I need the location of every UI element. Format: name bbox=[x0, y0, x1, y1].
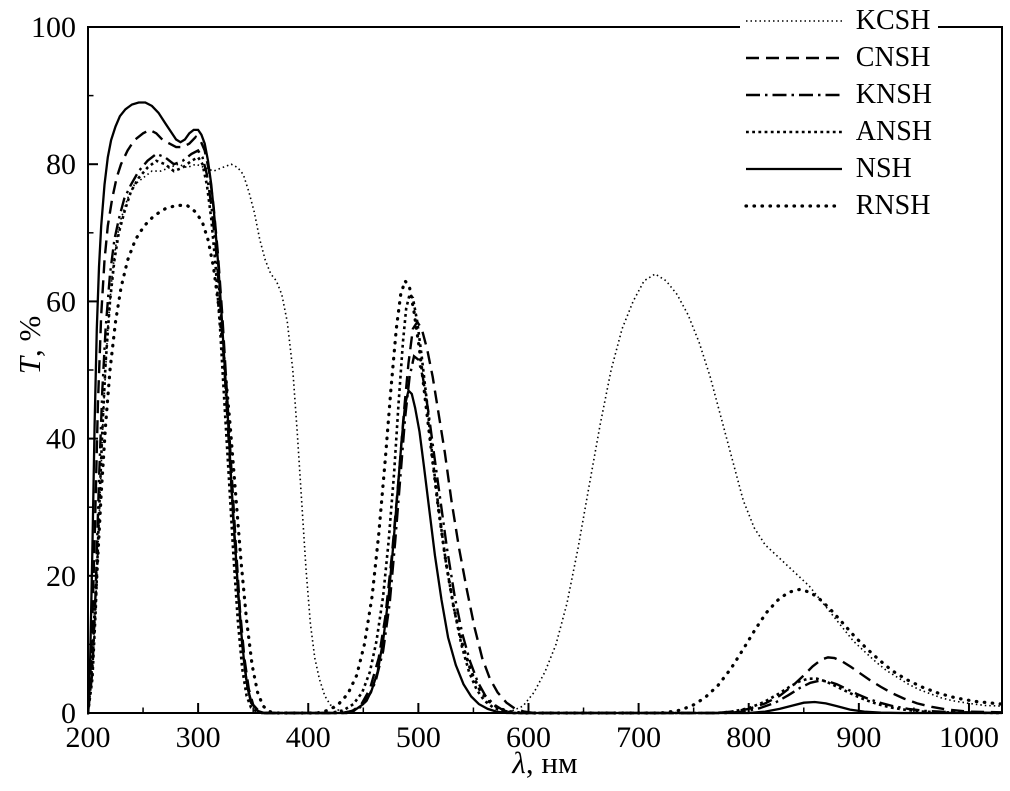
series-curve-KNSH bbox=[87, 148, 1003, 715]
legend-label: KCSH bbox=[855, 4, 931, 36]
x-tick-label: 200 bbox=[66, 721, 111, 754]
x-tick-label: 800 bbox=[726, 721, 771, 754]
y-axis-title: T, % bbox=[12, 316, 48, 375]
legend-label: ANSH bbox=[855, 115, 932, 147]
legend-item-KNSH: KNSH bbox=[744, 76, 932, 113]
legend-line-sample-fine-dot bbox=[745, 19, 842, 22]
x-tick-label: 600 bbox=[506, 721, 551, 754]
x-tick-label: 700 bbox=[616, 721, 661, 754]
y-axis-variable: T bbox=[12, 357, 47, 375]
legend-label: NSH bbox=[855, 152, 912, 184]
series-curve-NSH bbox=[87, 101, 1002, 715]
legend-line-sample-dense-dot bbox=[745, 130, 842, 133]
x-tick-label: 900 bbox=[836, 721, 881, 754]
x-tick-label: 400 bbox=[286, 721, 331, 754]
y-tick-label: 60 bbox=[46, 285, 76, 318]
y-tick-label: 40 bbox=[46, 423, 76, 456]
y-tick-label: 0 bbox=[61, 697, 76, 730]
x-axis-title: λ, нм bbox=[512, 745, 577, 781]
y-tick-label: 100 bbox=[31, 11, 76, 44]
legend-line-sample-dash-dot bbox=[745, 93, 842, 96]
x-axis-variable: λ bbox=[512, 745, 526, 780]
legend-item-KCSH: KCSH bbox=[744, 2, 932, 39]
legend-line-sample-solid bbox=[745, 167, 842, 170]
series-curve-ANSH bbox=[87, 155, 1003, 715]
legend-line-sample-dash bbox=[745, 56, 842, 59]
x-tick-label: 500 bbox=[396, 721, 441, 754]
legend-label: RNSH bbox=[855, 189, 931, 221]
legend: KCSH CNSH KNSH ANSH NSH RNSH bbox=[739, 0, 938, 226]
legend-line-sample-sparse-dot bbox=[744, 203, 844, 208]
legend-item-NSH: NSH bbox=[744, 150, 932, 187]
legend-item-RNSH: RNSH bbox=[744, 187, 932, 224]
legend-label: CNSH bbox=[855, 41, 931, 73]
series-curve-RNSH bbox=[87, 203, 1003, 715]
y-axis-units: , % bbox=[12, 315, 47, 358]
x-axis-units: , нм bbox=[525, 745, 578, 780]
y-tick-label: 80 bbox=[46, 148, 76, 181]
legend-item-ANSH: ANSH bbox=[744, 113, 932, 150]
series-curve-KCSH bbox=[87, 163, 1003, 714]
legend-label: KNSH bbox=[855, 78, 932, 110]
y-tick-label: 20 bbox=[46, 560, 76, 593]
x-tick-label: 300 bbox=[176, 721, 221, 754]
legend-item-CNSH: CNSH bbox=[744, 39, 932, 76]
x-tick-label: 1000 bbox=[939, 721, 999, 754]
